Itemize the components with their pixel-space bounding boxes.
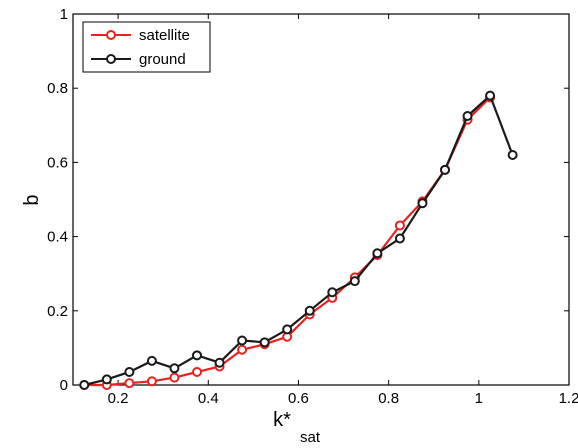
x-axis-label: k* <box>273 409 291 431</box>
data-point-satellite <box>237 344 248 355</box>
data-point-ground <box>237 335 248 346</box>
data-point-satellite <box>192 367 202 378</box>
y-axis-label: b <box>21 194 43 205</box>
x-tick-label: 1 <box>475 390 483 407</box>
x-tick-label: 0.8 <box>378 390 399 407</box>
x-axis-label-subscript: sat <box>300 429 321 446</box>
y-tick-label: 0.4 <box>47 229 68 246</box>
x-tick-label: 1.2 <box>559 390 578 407</box>
legend-ground-label: ground <box>139 51 186 68</box>
legend-satellite-marker <box>106 30 116 40</box>
data-point-satellite <box>124 378 135 389</box>
x-tick-label: 0.6 <box>288 390 309 407</box>
x-tick-label: 0.2 <box>108 390 129 407</box>
data-point-ground <box>304 305 315 316</box>
data-point-ground <box>462 111 473 122</box>
y-tick-label: 0.2 <box>47 303 68 320</box>
axis-ticks: 0.2 0.4 0.6 0.8 1 1.2 0 0.2 0.4 0.6 0.8 1 <box>47 6 578 407</box>
data-point-ground <box>417 198 428 209</box>
plot-frame <box>72 13 570 386</box>
data-point-satellite <box>394 220 405 231</box>
data-point-satellite <box>146 376 157 387</box>
data-point-ground <box>440 164 450 175</box>
data-point-ground <box>259 337 270 348</box>
data-point-ground <box>507 149 518 160</box>
x-tick-label: 0.4 <box>198 390 219 407</box>
data-point-ground <box>124 367 135 378</box>
legend-box <box>82 21 211 73</box>
legend-ground-marker <box>106 54 116 64</box>
data-point-ground <box>394 233 405 244</box>
data-point-ground <box>101 374 112 385</box>
y-tick-label: 0.6 <box>47 154 68 171</box>
legend: satellite ground <box>82 21 211 73</box>
data-point-ground <box>372 248 383 259</box>
data-point-ground <box>327 287 338 298</box>
data-point-ground <box>169 363 180 374</box>
series-layer <box>79 90 518 390</box>
y-tick-label: 1 <box>60 6 68 23</box>
data-point-ground <box>146 355 157 366</box>
legend-satellite-label: satellite <box>139 27 190 44</box>
data-point-ground <box>282 324 293 335</box>
data-point-ground <box>79 380 90 390</box>
data-point-satellite <box>169 372 180 383</box>
data-point-ground <box>349 276 360 287</box>
y-tick-label: 0 <box>60 377 68 394</box>
data-point-ground <box>485 90 496 101</box>
data-point-ground <box>192 350 202 361</box>
y-tick-label: 0.8 <box>47 80 68 97</box>
data-point-ground <box>214 357 225 368</box>
